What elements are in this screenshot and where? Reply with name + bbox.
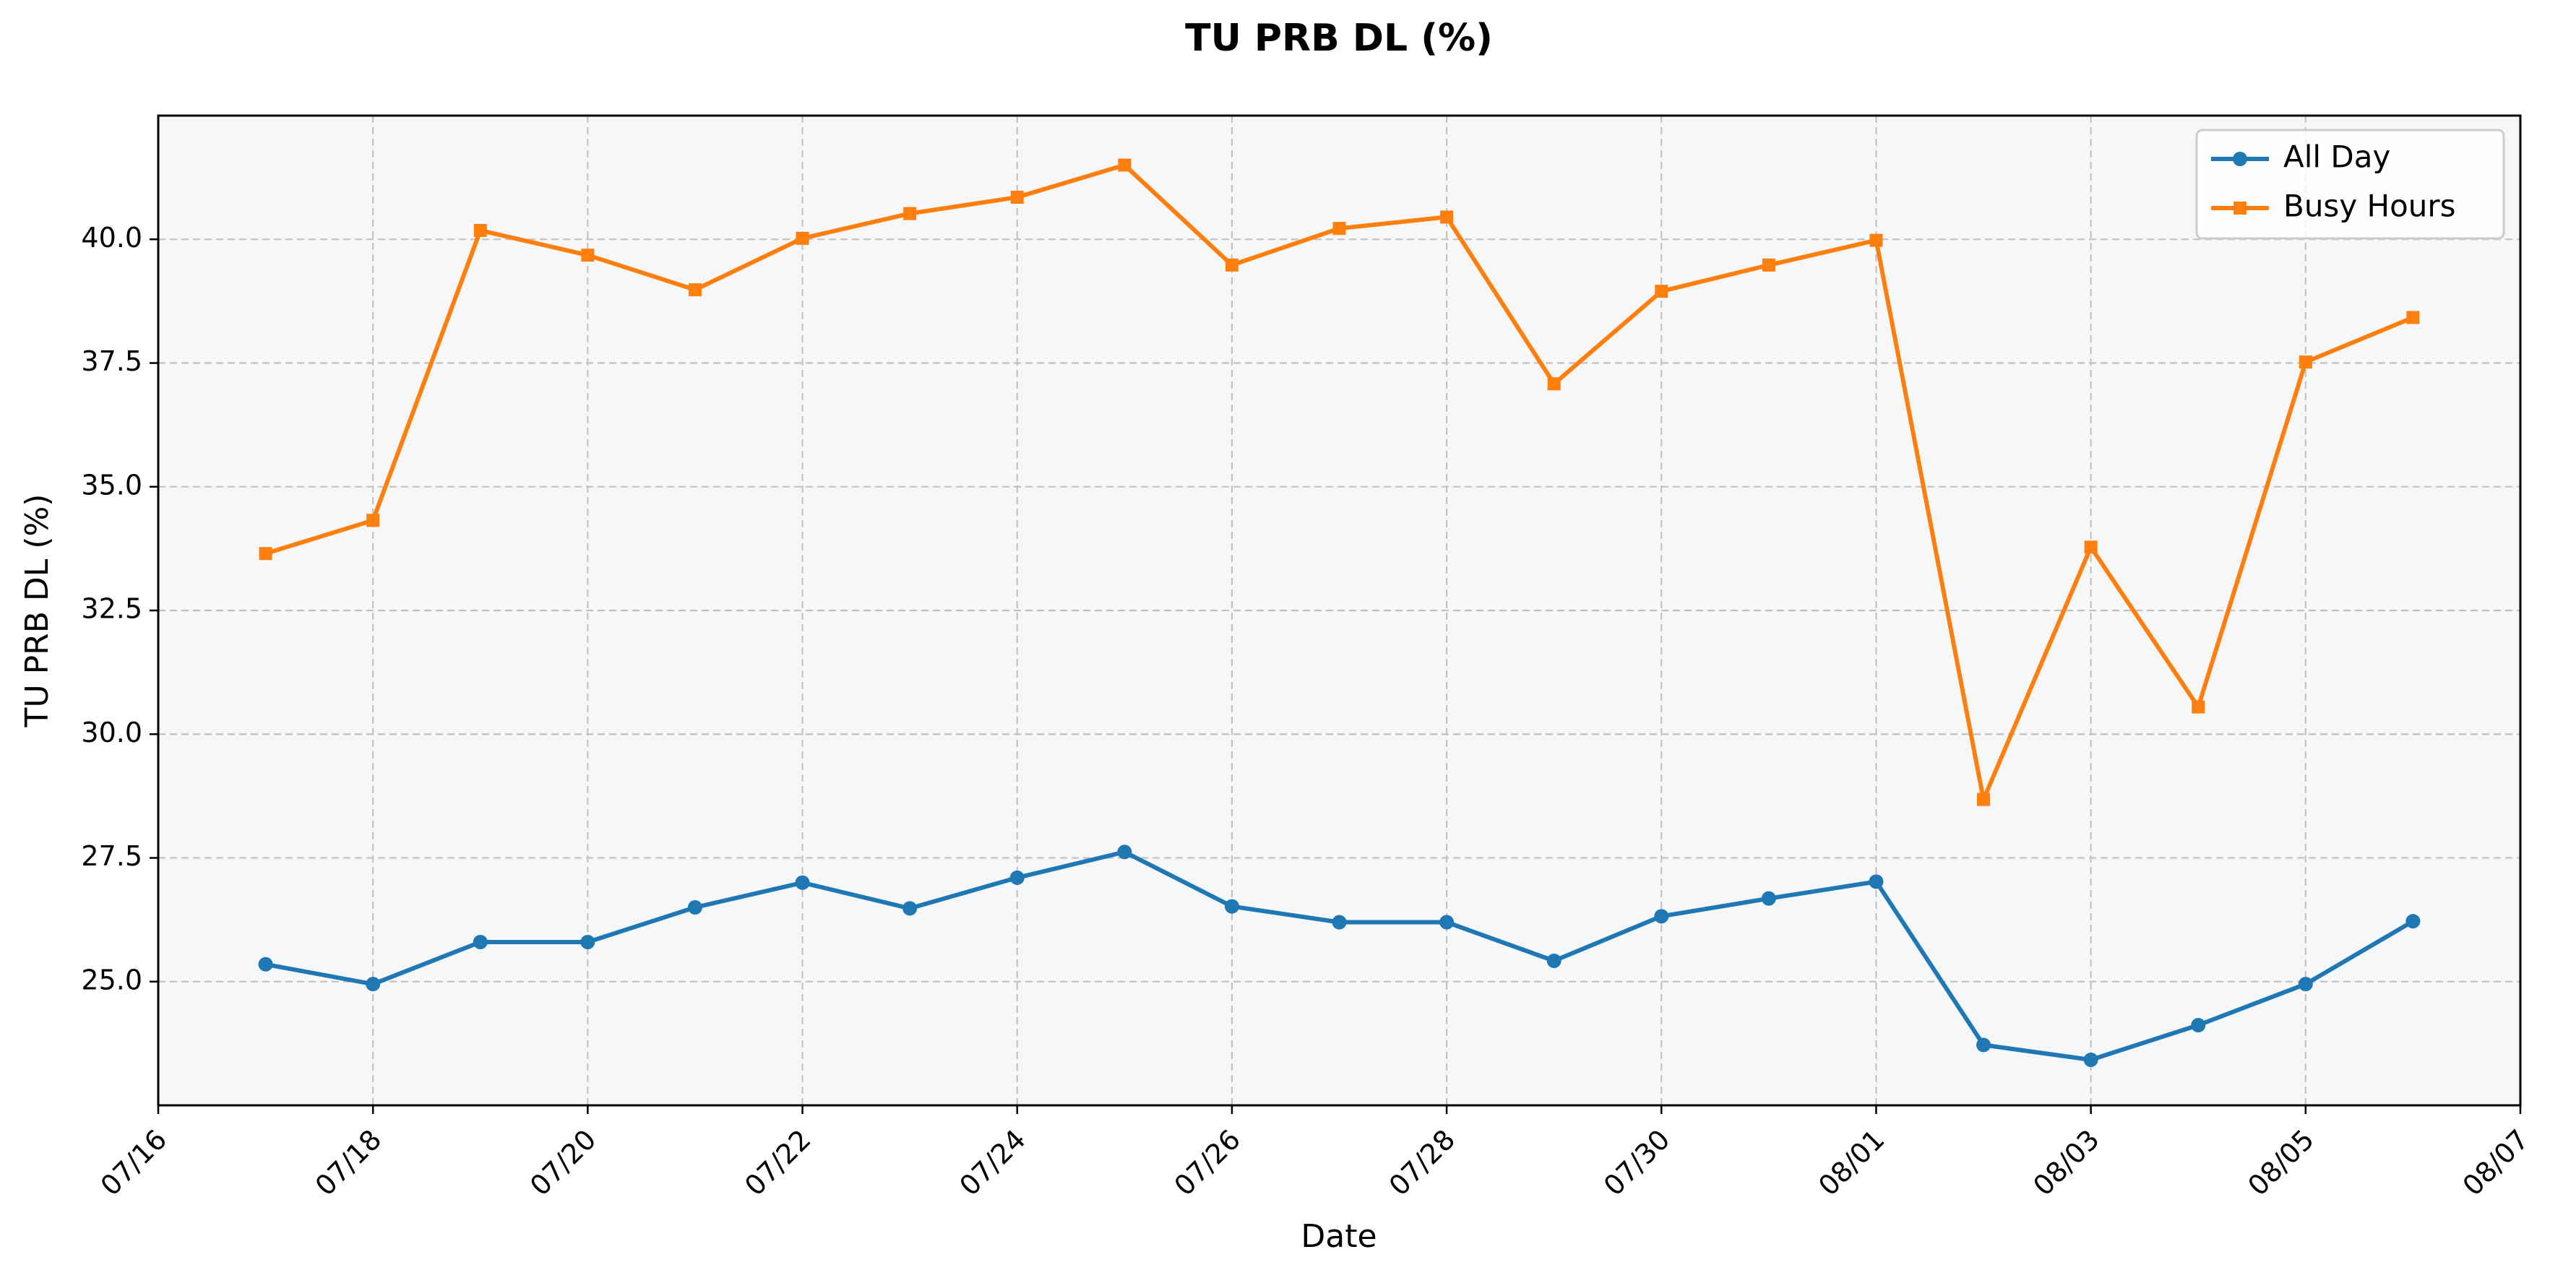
data-point: [1977, 793, 1991, 806]
x-tick-label: 07/20: [524, 1123, 603, 1202]
data-point: [903, 207, 917, 220]
data-point: [366, 977, 381, 992]
data-point: [687, 900, 702, 915]
legend-label: All Day: [2283, 139, 2390, 175]
data-point: [1869, 233, 1883, 247]
data-point: [2083, 1052, 2098, 1067]
x-tick-label: 08/07: [2457, 1123, 2536, 1202]
y-tick-label: 35.0: [81, 469, 142, 501]
data-point: [473, 934, 488, 949]
data-point: [2299, 355, 2312, 369]
legend-item-busy-hours: Busy Hours: [2211, 189, 2456, 224]
data-point: [1118, 158, 1132, 172]
y-tick-label: 40.0: [81, 222, 142, 254]
series-busy-hours: [259, 158, 2420, 806]
data-point: [366, 514, 380, 527]
data-point: [1009, 870, 1025, 885]
data-point: [1225, 258, 1239, 272]
y-tick-label: 37.5: [81, 345, 142, 377]
data-point: [1869, 874, 1884, 889]
x-axis: 07/16 07/18 07/20 07/22 07/24 07/26 07/28 07/30…: [95, 1105, 2536, 1202]
data-point: [1976, 1037, 1991, 1053]
x-tick-label: 07/28: [1383, 1123, 1462, 1202]
data-point: [903, 901, 918, 916]
x-tick-label: 07/16: [95, 1123, 173, 1202]
y-tick-label: 27.5: [81, 840, 142, 872]
data-point: [1117, 845, 1132, 860]
data-point: [1761, 891, 1776, 906]
x-tick-label: 07/26: [1168, 1123, 1247, 1202]
chart-title: TU PRB DL (%): [1185, 17, 1493, 60]
data-point: [1547, 377, 1561, 391]
grid: [157, 116, 2522, 1105]
data-point: [1546, 953, 1561, 968]
data-point: [1332, 222, 1346, 236]
data-point: [2084, 540, 2098, 554]
legend: All Day Busy Hours: [2195, 129, 2505, 240]
legend-item-all-day: All Day: [2211, 139, 2390, 175]
data-point: [1224, 899, 1239, 914]
y-tick-label: 25.0: [81, 964, 142, 996]
x-tick-label: 07/22: [738, 1123, 817, 1202]
data-point: [2191, 1018, 2206, 1033]
data-point: [688, 283, 702, 297]
x-axis-label: Date: [1301, 1218, 1377, 1255]
y-axis-label: TU PRB DL (%): [19, 494, 56, 728]
y-tick-label: 32.5: [81, 593, 142, 625]
data-point: [473, 223, 487, 237]
legend-marker: [2233, 202, 2247, 215]
x-tick-label: 08/01: [1812, 1123, 1891, 1202]
legend-box: [2195, 129, 2505, 240]
legend-label: Busy Hours: [2283, 189, 2456, 224]
data-point: [581, 249, 595, 262]
series: [258, 158, 2421, 1067]
data-point: [580, 934, 595, 949]
data-point: [795, 875, 810, 890]
x-tick-label: 07/18: [309, 1123, 388, 1202]
data-point: [796, 231, 809, 245]
data-point: [1440, 210, 1454, 224]
y-axis: 25.0 27.5 30.0 32.5 35.0 37.5 40.0: [81, 222, 158, 996]
data-point: [1655, 285, 1668, 298]
data-point: [259, 547, 272, 561]
legend-marker: [2233, 152, 2247, 166]
data-point: [2192, 700, 2205, 714]
x-tick-label: 07/24: [953, 1123, 1032, 1202]
data-point: [1439, 915, 1455, 930]
data-point: [2406, 311, 2420, 324]
x-tick-label: 08/05: [2241, 1123, 2320, 1202]
data-point: [2298, 977, 2313, 992]
x-tick-label: 07/30: [1598, 1123, 1676, 1202]
series-all-day: [258, 845, 2421, 1067]
data-point: [1332, 915, 1347, 930]
x-tick-label: 08/03: [2027, 1123, 2106, 1202]
data-point: [1654, 909, 1669, 924]
data-point: [258, 957, 273, 972]
data-point: [2405, 914, 2421, 929]
data-point: [1762, 258, 1775, 272]
y-tick-label: 30.0: [81, 717, 142, 748]
data-point: [1010, 191, 1024, 204]
